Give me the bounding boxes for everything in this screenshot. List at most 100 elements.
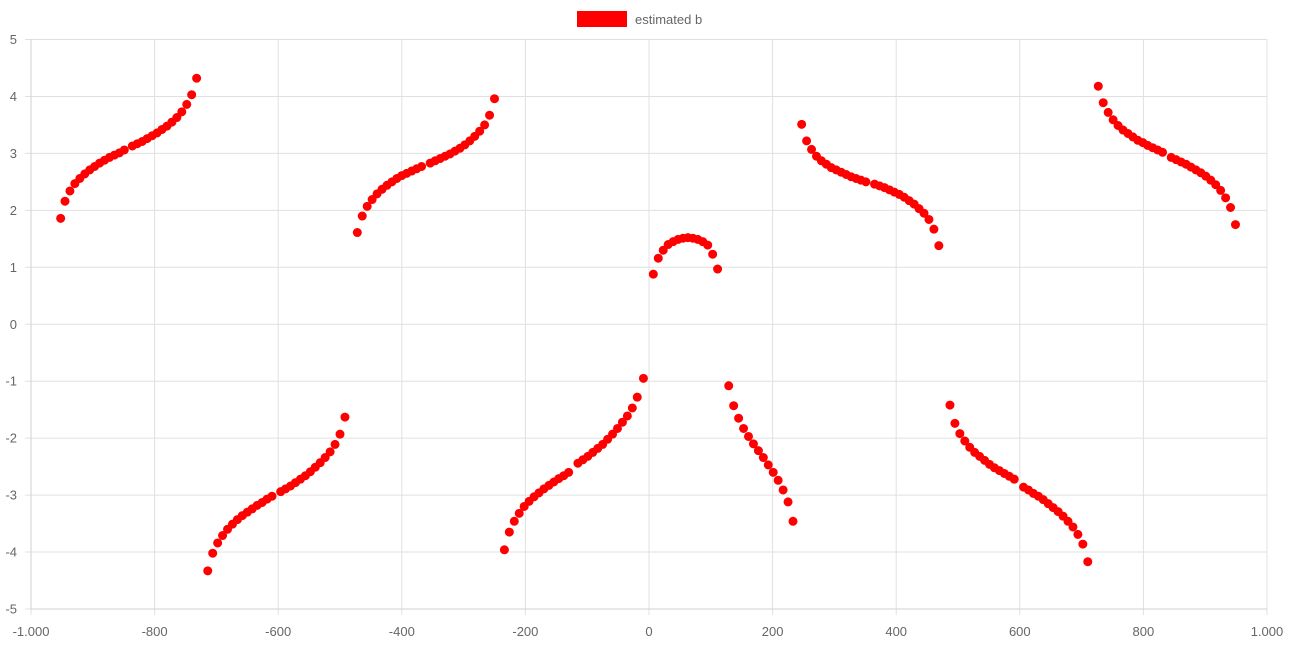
- x-tick-label: 400: [885, 624, 907, 639]
- data-point[interactable]: [504, 527, 514, 537]
- data-point[interactable]: [612, 423, 622, 433]
- data-point[interactable]: [778, 485, 788, 495]
- data-point[interactable]: [1009, 474, 1019, 484]
- data-point[interactable]: [335, 429, 345, 439]
- data-point[interactable]: [172, 113, 182, 123]
- data-point[interactable]: [60, 196, 70, 206]
- y-tick-label: 4: [10, 89, 17, 104]
- data-point[interactable]: [1158, 147, 1168, 157]
- data-point[interactable]: [653, 253, 663, 263]
- data-point[interactable]: [330, 439, 340, 449]
- legend[interactable]: estimated b: [577, 11, 702, 27]
- data-point[interactable]: [748, 439, 758, 449]
- data-point[interactable]: [929, 224, 939, 234]
- data-point[interactable]: [708, 249, 718, 259]
- data-point[interactable]: [934, 241, 944, 251]
- data-point[interactable]: [187, 90, 197, 100]
- data-point[interactable]: [945, 400, 955, 410]
- data-point[interactable]: [1073, 529, 1083, 539]
- data-point[interactable]: [65, 186, 75, 196]
- data-point[interactable]: [499, 545, 509, 555]
- data-point[interactable]: [743, 431, 753, 441]
- data-point[interactable]: [514, 508, 524, 518]
- data-point[interactable]: [658, 245, 668, 255]
- data-point[interactable]: [919, 208, 929, 218]
- data-point[interactable]: [1211, 180, 1221, 190]
- data-point[interactable]: [177, 107, 187, 117]
- data-point[interactable]: [802, 136, 812, 146]
- data-point[interactable]: [703, 240, 713, 250]
- data-point[interactable]: [1216, 185, 1226, 195]
- data-point[interactable]: [632, 392, 642, 402]
- data-point[interactable]: [753, 446, 763, 456]
- axes: -1.000 -800 -600 -400 -200 0 200 400 600 800 1.000…: [5, 32, 1283, 639]
- x-tick-label: -200: [512, 624, 538, 639]
- data-point[interactable]: [638, 373, 648, 383]
- data-point[interactable]: [807, 144, 817, 154]
- data-point[interactable]: [325, 447, 335, 457]
- data-point[interactable]: [340, 412, 350, 422]
- data-point[interactable]: [1230, 220, 1240, 230]
- data-point[interactable]: [1103, 107, 1113, 117]
- data-point[interactable]: [1098, 98, 1108, 108]
- data-point[interactable]: [352, 228, 362, 238]
- data-point[interactable]: [475, 126, 485, 136]
- data-point[interactable]: [509, 516, 519, 526]
- data-point[interactable]: [950, 418, 960, 428]
- data-point[interactable]: [362, 201, 372, 211]
- data-point[interactable]: [797, 119, 807, 129]
- data-point[interactable]: [367, 195, 377, 205]
- data-point[interactable]: [1063, 516, 1073, 526]
- data-point[interactable]: [119, 145, 129, 155]
- data-point[interactable]: [1083, 557, 1093, 567]
- data-point[interactable]: [783, 497, 793, 507]
- x-tick-label: 600: [1009, 624, 1031, 639]
- data-point[interactable]: [208, 548, 218, 558]
- data-point[interactable]: [417, 161, 427, 171]
- data-point[interactable]: [1221, 193, 1231, 203]
- data-point[interactable]: [763, 460, 773, 470]
- data-point[interactable]: [758, 453, 768, 463]
- data-point[interactable]: [213, 538, 223, 548]
- y-tick-label: -2: [5, 431, 17, 446]
- data-point[interactable]: [203, 566, 213, 576]
- data-point[interactable]: [739, 423, 749, 433]
- data-point[interactable]: [608, 429, 618, 439]
- data-point[interactable]: [724, 381, 734, 391]
- data-point[interactable]: [480, 120, 490, 130]
- data-point[interactable]: [267, 491, 277, 501]
- x-tick-label: -800: [142, 624, 168, 639]
- legend-label[interactable]: estimated b: [635, 12, 702, 27]
- data-point[interactable]: [1108, 115, 1118, 125]
- data-point[interactable]: [490, 94, 499, 104]
- data-point[interactable]: [1226, 203, 1236, 213]
- data-point[interactable]: [617, 417, 627, 427]
- data-point[interactable]: [768, 467, 778, 477]
- data-point[interactable]: [713, 264, 723, 274]
- data-point[interactable]: [1068, 522, 1078, 532]
- data-point[interactable]: [320, 453, 330, 463]
- data-point[interactable]: [622, 411, 632, 421]
- data-point[interactable]: [773, 475, 783, 485]
- x-tick-label: 200: [762, 624, 784, 639]
- data-point[interactable]: [357, 211, 367, 221]
- data-point[interactable]: [924, 214, 934, 224]
- data-point[interactable]: [485, 110, 495, 120]
- data-point[interactable]: [861, 177, 871, 187]
- data-point[interactable]: [564, 467, 574, 477]
- data-point[interactable]: [729, 401, 739, 411]
- data-point[interactable]: [192, 73, 202, 83]
- data-point[interactable]: [960, 436, 970, 446]
- data-point[interactable]: [218, 531, 228, 541]
- legend-swatch[interactable]: [577, 11, 627, 27]
- data-point[interactable]: [788, 516, 798, 526]
- data-point[interactable]: [182, 99, 192, 109]
- data-point[interactable]: [627, 403, 637, 413]
- data-point[interactable]: [56, 213, 66, 223]
- data-point[interactable]: [734, 413, 744, 423]
- data-point[interactable]: [648, 269, 658, 279]
- y-tick-label: 0: [10, 317, 17, 332]
- data-point[interactable]: [1093, 81, 1103, 91]
- data-point[interactable]: [1078, 539, 1088, 549]
- data-point[interactable]: [955, 429, 965, 439]
